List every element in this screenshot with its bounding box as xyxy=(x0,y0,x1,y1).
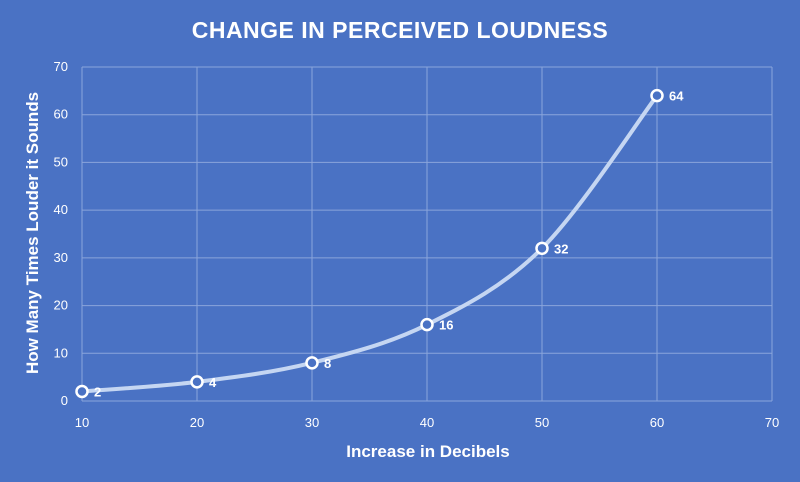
data-label: 2 xyxy=(94,384,101,399)
x-axis-title: Increase in Decibels xyxy=(346,442,509,461)
y-tick-label: 30 xyxy=(54,250,68,265)
data-point-marker xyxy=(190,375,204,389)
data-label: 32 xyxy=(554,241,568,256)
x-tick-label: 60 xyxy=(650,415,664,430)
x-tick-label: 70 xyxy=(765,415,779,430)
series-line xyxy=(80,93,659,394)
chart-title: CHANGE IN PERCEIVED LOUDNESS xyxy=(192,17,609,43)
x-tick-label: 30 xyxy=(305,415,319,430)
markers xyxy=(75,88,664,399)
data-label: 4 xyxy=(209,375,217,390)
y-tick-label: 40 xyxy=(54,202,68,217)
data-label: 8 xyxy=(324,356,331,371)
x-tick-label: 50 xyxy=(535,415,549,430)
y-tick-label: 0 xyxy=(61,393,68,408)
data-label: 64 xyxy=(669,89,684,104)
data-point-marker xyxy=(535,241,549,256)
y-tick-label: 60 xyxy=(54,107,68,122)
tick-labels: 0 10 20 30 40 50 60 70 10 20 30 40 50 60 70 xyxy=(54,59,780,430)
data-point-marker xyxy=(75,384,89,399)
data-point-marker xyxy=(650,88,664,103)
y-tick-label: 20 xyxy=(54,298,68,313)
data-point-marker xyxy=(420,317,434,332)
data-label: 16 xyxy=(439,318,453,333)
x-tick-label: 20 xyxy=(190,415,204,430)
y-tick-label: 10 xyxy=(54,345,68,360)
data-point-marker xyxy=(305,356,319,370)
grid xyxy=(81,66,773,402)
x-tick-label: 10 xyxy=(75,415,89,430)
y-tick-label: 50 xyxy=(54,154,68,169)
data-labels: 2 4 8 16 32 64 xyxy=(94,89,684,400)
y-axis-title: How Many Times Louder it Sounds xyxy=(23,92,42,374)
x-tick-label: 40 xyxy=(420,415,434,430)
y-tick-label: 70 xyxy=(54,59,68,74)
